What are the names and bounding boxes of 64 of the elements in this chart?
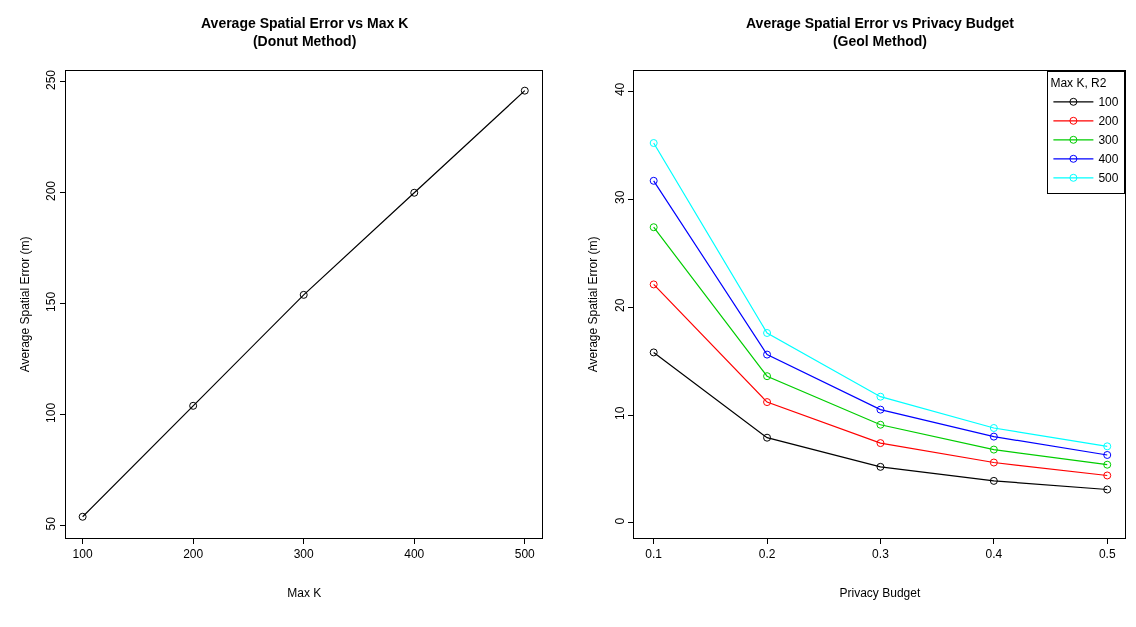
point <box>649 223 658 232</box>
x-tick-label: 400 <box>404 547 425 562</box>
point <box>876 392 885 401</box>
y-tick-label: 150 <box>44 291 59 312</box>
y-tick-label: 20 <box>612 298 627 312</box>
point <box>649 176 658 185</box>
point <box>876 462 885 471</box>
y-tick-label: 100 <box>44 402 59 423</box>
y-tick-label: 250 <box>44 69 59 91</box>
x-axis-title: Privacy Budget <box>839 586 921 601</box>
x-tick-label: 200 <box>183 547 204 562</box>
point <box>876 439 885 448</box>
point <box>189 401 198 410</box>
point <box>763 433 772 442</box>
x-tick-label: 0.1 <box>645 547 663 562</box>
point <box>763 329 772 337</box>
point <box>989 423 998 432</box>
legend-label: 100 <box>1098 95 1119 110</box>
point <box>1103 460 1112 469</box>
y-tick-label: 30 <box>612 190 627 205</box>
chart-title: Average Spatial Error vs Max K <box>201 15 409 31</box>
x-tick-label: 0.5 <box>1098 547 1116 562</box>
chart-title: Average Spatial Error vs Privacy Budget <box>746 15 1015 31</box>
point <box>1103 450 1112 459</box>
point <box>649 139 658 148</box>
point <box>876 420 885 429</box>
y-tick-label: 50 <box>44 516 59 531</box>
point <box>78 512 87 521</box>
legend-label: 400 <box>1098 152 1119 167</box>
point <box>649 280 658 289</box>
point <box>763 398 772 407</box>
x-tick-label: 0.4 <box>985 547 1003 562</box>
point <box>1103 471 1112 480</box>
y-axis-title: Average Spatial Error (m) <box>17 236 32 373</box>
point <box>520 86 529 95</box>
y-axis-title: Average Spatial Error (m) <box>585 236 600 373</box>
x-axis-title: Max K <box>287 586 322 601</box>
point <box>763 372 772 381</box>
point <box>1103 485 1112 494</box>
point <box>763 350 772 359</box>
point <box>649 348 658 357</box>
y-tick-label: 200 <box>44 180 59 201</box>
x-tick-label: 0.2 <box>758 547 776 562</box>
point <box>299 290 308 299</box>
legend-title: Max K, R2 <box>1050 76 1107 91</box>
legend-label: 500 <box>1098 171 1119 186</box>
x-tick-label: 300 <box>293 547 315 562</box>
x-tick-label: 0.3 <box>872 547 890 562</box>
point <box>989 458 998 467</box>
x-tick-label: 100 <box>72 547 93 562</box>
point <box>989 432 998 441</box>
point <box>410 188 419 197</box>
y-tick-label: 10 <box>612 406 627 420</box>
chart-subtitle: (Donut Method) <box>252 33 357 50</box>
point <box>989 445 998 454</box>
point <box>876 405 885 414</box>
point <box>989 476 998 485</box>
legend-label: 300 <box>1098 133 1119 148</box>
y-tick-label: 0 <box>612 517 627 525</box>
point <box>1103 442 1112 451</box>
x-tick-label: 500 <box>514 547 536 562</box>
y-tick-label: 40 <box>612 82 627 97</box>
legend-label: 200 <box>1098 114 1119 129</box>
chart-subtitle: (Geol Method) <box>832 33 928 50</box>
